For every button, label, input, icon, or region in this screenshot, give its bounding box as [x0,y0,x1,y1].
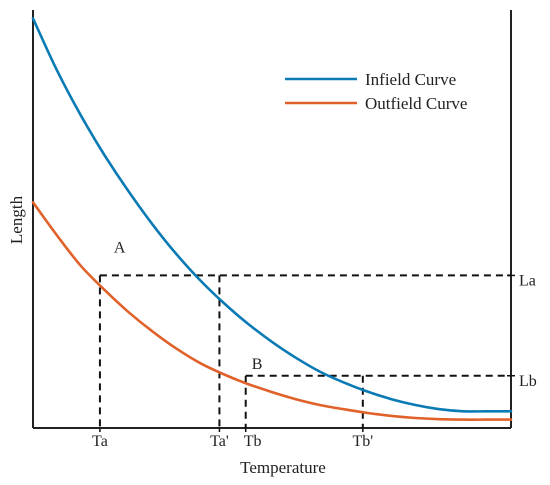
guide-lines [98,274,511,428]
x-tick-label-1: Ta [92,433,108,450]
point-label-A: A [114,239,126,256]
x-tick-label-4: Tb' [352,433,373,450]
y-tick-label-Lb: Lb [519,373,537,390]
series-group [31,17,513,421]
y-tick-label-La: La [519,272,536,289]
point-label-B: B [252,356,263,373]
series-line-2 [31,201,513,421]
legend-label-2: Outfield Curve [365,94,467,113]
mark-labels: Ta Ta' Tb Tb' La Lb A B [92,239,537,450]
x-tick-label-2: Ta' [210,433,229,450]
y-axis-label: Length [7,195,26,244]
series-line-1 [31,17,513,413]
axes [32,10,512,429]
legend: Infield Curve Outfield Curve [285,70,467,113]
legend-label-1: Infield Curve [365,70,456,89]
x-tick-label-3: Tb [244,433,262,450]
x-axis-label: Temperature [240,458,326,477]
